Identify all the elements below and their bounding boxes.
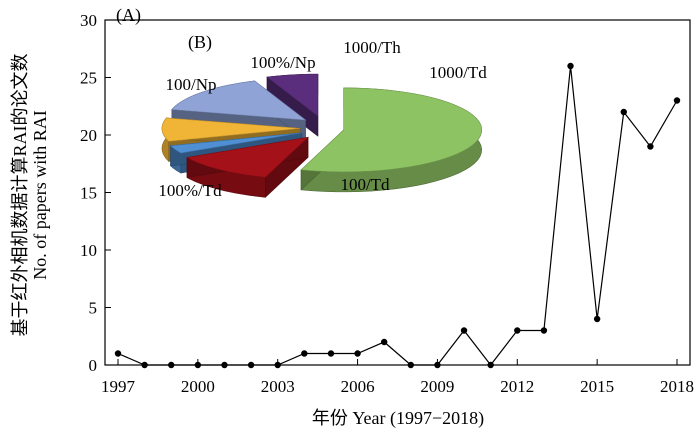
pie-slice-label: 100%/Np bbox=[250, 53, 315, 72]
pie-slice-label: 100/Np bbox=[166, 75, 217, 94]
data-point bbox=[380, 338, 388, 346]
pie-slice-top bbox=[171, 80, 307, 121]
data-point bbox=[221, 361, 228, 369]
data-point bbox=[168, 361, 175, 369]
data-point bbox=[194, 361, 202, 369]
y-tick-label: 5 bbox=[89, 299, 98, 318]
x-tick-label: 2012 bbox=[500, 377, 534, 396]
data-point bbox=[460, 327, 468, 334]
pie-slice-top bbox=[186, 136, 309, 178]
y-tick-label: 15 bbox=[80, 184, 97, 203]
x-tick-label: 1997 bbox=[101, 377, 136, 396]
x-tick-label: 2000 bbox=[181, 377, 215, 396]
y-axis-title-chinese: 基于红外相机数据计算RAI的论文数 bbox=[10, 54, 30, 337]
y-tick-label: 0 bbox=[89, 356, 98, 375]
pie-slices bbox=[161, 73, 483, 198]
pie-slice-top bbox=[266, 73, 319, 117]
pie-slice bbox=[300, 87, 483, 193]
pie-slice-label: 1000/Th bbox=[343, 38, 401, 57]
data-point bbox=[620, 108, 627, 116]
pie-slice-top bbox=[300, 87, 483, 173]
data-point bbox=[141, 361, 148, 369]
data-point bbox=[274, 361, 281, 369]
data-point bbox=[673, 97, 681, 104]
line-chart: 1997 2000 2003 2006 2009 2012 2015 2018 0 5 10 15 2… bbox=[10, 5, 694, 429]
data-point bbox=[540, 327, 548, 334]
panel-a-label: (A) bbox=[116, 5, 141, 26]
x-tick-label: 2006 bbox=[341, 377, 375, 396]
pie-slice-label: 100/Td bbox=[340, 175, 390, 194]
data-point bbox=[567, 62, 574, 70]
x-tick-label: 2018 bbox=[660, 377, 694, 396]
y-tick-label: 30 bbox=[80, 11, 97, 30]
y-tick-label: 25 bbox=[80, 69, 97, 88]
y-axis-ticks: 0 5 10 15 20 25 30 bbox=[80, 11, 111, 375]
data-point bbox=[301, 350, 308, 357]
data-point bbox=[434, 361, 441, 369]
pie-slice-label: 100%/Td bbox=[158, 181, 222, 200]
pie-labels: 100/Td 1000/Td 1000/Th 100%/Np 100/Np 100%/Td bbox=[158, 38, 487, 200]
data-point bbox=[514, 327, 521, 334]
data-point bbox=[487, 361, 494, 369]
data-point bbox=[593, 315, 601, 323]
x-tick-label: 2009 bbox=[420, 377, 454, 396]
pie-chart-inset: (B) 100/Td1000/Td1000/Th100%/Np100/Np100… bbox=[158, 32, 487, 200]
panel-b-label: (B) bbox=[188, 32, 212, 53]
y-axis-title-english: No. of papers with RAI bbox=[30, 110, 50, 279]
data-point bbox=[327, 350, 335, 357]
data-point bbox=[407, 361, 415, 369]
pie-slice-label: 1000/Td bbox=[429, 63, 487, 82]
data-point bbox=[247, 361, 255, 369]
pie-slice-top bbox=[169, 132, 302, 154]
series-line bbox=[117, 65, 678, 366]
data-point bbox=[114, 350, 122, 357]
data-point bbox=[354, 350, 361, 357]
x-axis-title: 年份 Year (1997−2018) bbox=[312, 408, 484, 429]
y-tick-label: 20 bbox=[80, 126, 97, 145]
x-tick-label: 2015 bbox=[580, 377, 614, 396]
data-series bbox=[114, 62, 681, 369]
pie-slice bbox=[186, 136, 309, 198]
x-tick-label: 2003 bbox=[261, 377, 295, 396]
y-tick-label: 10 bbox=[80, 241, 97, 260]
pie-slice-top bbox=[161, 117, 301, 142]
data-point bbox=[647, 143, 654, 150]
